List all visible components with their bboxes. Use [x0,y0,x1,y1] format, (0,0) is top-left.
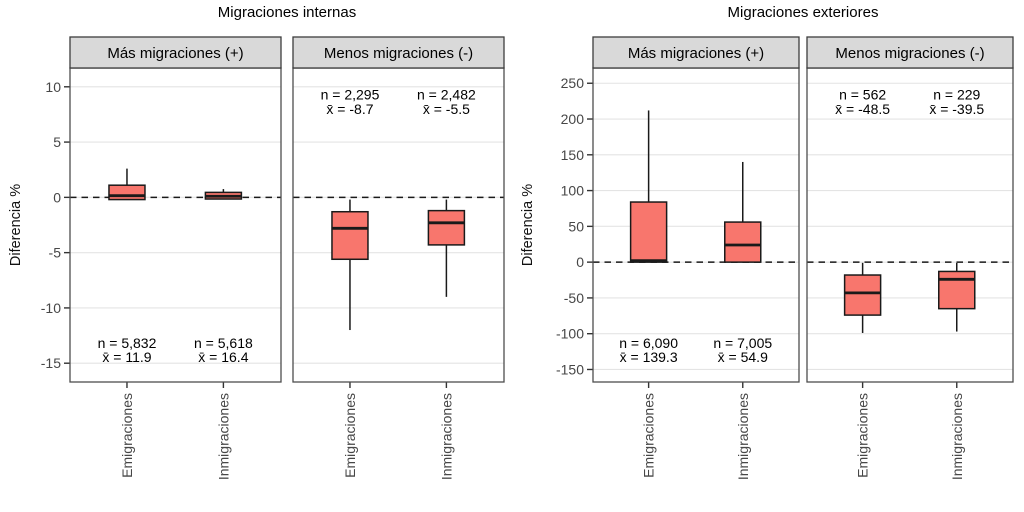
annotation-n: n = 7,005 [713,335,772,351]
boxplot-inmigraciones [204,189,243,200]
y-tick-label: 150 [561,147,585,163]
annotation-mean: x̄ = 16.4 [198,349,248,365]
annotation-mean: x̄ = -5.5 [423,101,470,117]
y-tick-label: 100 [561,183,585,199]
y-tick-label: -100 [556,326,584,342]
y-tick-label: -10 [41,300,61,316]
iqr-box [108,184,146,201]
annotation-n: n = 2,482 [417,87,476,103]
annotation-mean: x̄ = 11.9 [102,349,151,365]
x-tick-label: Emigraciones [641,393,657,478]
chart-title-internas: Migraciones internas [217,4,357,21]
annotation-n: n = 5,618 [194,335,253,351]
annotation-mean: x̄ = -39.5 [929,101,984,117]
y-tick-label: 5 [53,134,61,150]
boxplot-emigraciones [843,262,882,333]
annotation-mean: x̄ = -48.5 [835,101,890,117]
x-tick-label: Inmigraciones [438,393,454,480]
panel-background [593,68,799,382]
x-tick-label: Inmigraciones [215,393,231,480]
annotation-mean: x̄ = 139.3 [620,349,678,365]
facet-strip-label: Más migraciones (+) [628,45,764,62]
boxplot-emigraciones [629,110,668,263]
x-tick-label: Emigraciones [855,393,871,478]
annotation-n: n = 229 [933,87,980,103]
panel-background [70,68,281,382]
facet-strip-label: Menos migraciones (-) [324,45,473,62]
y-tick-label: 50 [568,218,584,234]
iqr-box [938,270,976,310]
annotation-n: n = 6,090 [619,335,678,351]
boxplot-inmigraciones [427,199,466,297]
y-tick-label: 0 [576,254,584,270]
y-tick-label: -150 [556,361,584,377]
annotation-n: n = 562 [839,87,886,103]
x-tick-label: Emigraciones [342,393,358,478]
y-tick-label: 0 [53,189,61,205]
annotation-n: n = 2,295 [321,87,380,103]
facet-strip [806,36,1014,69]
iqr-box [629,201,668,263]
annotation-mean: x̄ = -8.7 [326,101,373,117]
y-tick-label: -15 [41,355,61,371]
y-tick-label: -50 [564,290,584,306]
chart-title-exteriores: Migraciones exteriores [727,4,879,21]
annotation-mean: x̄ = 54.9 [718,349,768,365]
facet-strip-label: Menos migraciones (-) [835,45,984,62]
y-tick-label: 10 [45,79,61,95]
facet-strip-label: Más migraciones (+) [107,45,243,62]
facet-strip [592,36,800,69]
x-tick-label: Inmigraciones [949,393,965,480]
boxplot-inmigraciones [938,262,976,332]
facet-strip [292,36,505,69]
y-tick-label: 250 [561,75,585,91]
panel-background [293,68,504,382]
iqr-box [724,221,762,263]
x-tick-label: Inmigraciones [735,393,751,480]
boxplot-inmigraciones [724,161,762,263]
iqr-box [843,274,882,316]
annotation-n: n = 5,832 [98,335,157,351]
x-tick-label: Emigraciones [119,393,135,478]
facet-strip [69,36,282,69]
boxplot-emigraciones [108,168,146,201]
y-tick-label: 200 [561,111,585,127]
iqr-box [331,210,369,261]
panel-background [807,68,1013,382]
y-tick-label: -5 [49,245,62,261]
boxplot-emigraciones [331,199,369,331]
iqr-box [427,209,466,246]
